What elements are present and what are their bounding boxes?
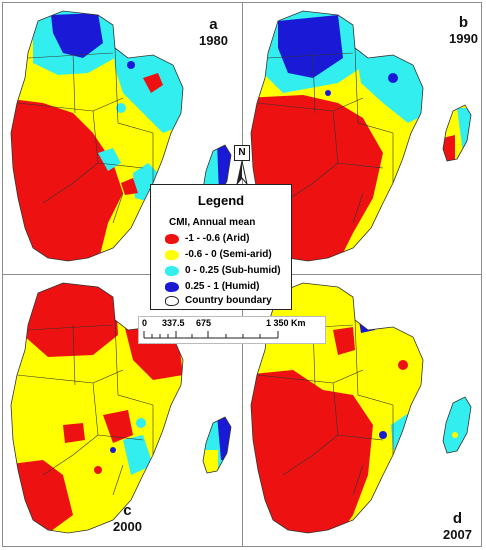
legend-label: Country boundary [185, 295, 272, 306]
north-arrow: N [232, 145, 252, 185]
scale-bar: 0 337.5 675 1 350 Km [138, 316, 326, 346]
legend-label: 0.25 - 1 (Humid) [185, 281, 260, 292]
map-panel-2007: d 2007 [243, 275, 483, 547]
panel-year: 1990 [449, 31, 478, 46]
map-1980 [10, 10, 232, 262]
legend-item-arid: -1 - -0.6 (Arid) [165, 233, 249, 244]
panel-label-b: b 1990 [449, 15, 478, 45]
legend-item-country-boundary: Country boundary [165, 295, 272, 306]
panel-letter: a [209, 16, 218, 33]
legend-swatch [165, 249, 179, 260]
legend-label: -1 - -0.6 (Arid) [185, 233, 250, 244]
scale-tick-1: 337.5 [162, 318, 185, 328]
legend-swatch [165, 233, 179, 244]
map-2007 [250, 282, 472, 534]
legend-swatch [165, 281, 179, 292]
scale-tick-2: 675 [196, 318, 212, 328]
north-arrow-icon [236, 160, 248, 185]
panel-year: 1980 [199, 33, 228, 48]
panel-letter: c [123, 502, 132, 519]
panel-letter: b [458, 14, 469, 31]
panel-letter: d [452, 510, 463, 527]
legend-subtitle: CMI, Annual mean [169, 217, 256, 228]
legend-item-sub-humid: 0 - 0.25 (Sub-humid) [165, 265, 281, 276]
scale-tick-3: 1 350 Km [266, 318, 306, 328]
legend-box: Legend CMI, Annual mean -1 - -0.6 (Arid)… [150, 184, 292, 310]
map-panel-1980: a 1980 [3, 3, 243, 275]
legend-label: -0.6 - 0 (Semi-arid) [185, 249, 272, 260]
legend-swatch [165, 265, 179, 276]
panel-label-a: a 1980 [199, 17, 228, 47]
legend-swatch [165, 295, 179, 306]
scale-tick-0: 0 [142, 318, 148, 328]
legend-item-semi-arid: -0.6 - 0 (Semi-arid) [165, 249, 272, 260]
panel-label-d: d 2007 [443, 511, 472, 541]
panel-year: 2007 [443, 527, 472, 542]
legend-item-humid: 0.25 - 1 (Humid) [165, 281, 259, 292]
panel-label-c: c 2000 [113, 503, 142, 533]
legend-title: Legend [197, 193, 245, 208]
scale-bar-ruler [143, 331, 279, 339]
panel-year: 2000 [113, 519, 142, 534]
north-label: N [234, 145, 250, 161]
legend-label: 0 - 0.25 (Sub-humid) [185, 265, 281, 276]
